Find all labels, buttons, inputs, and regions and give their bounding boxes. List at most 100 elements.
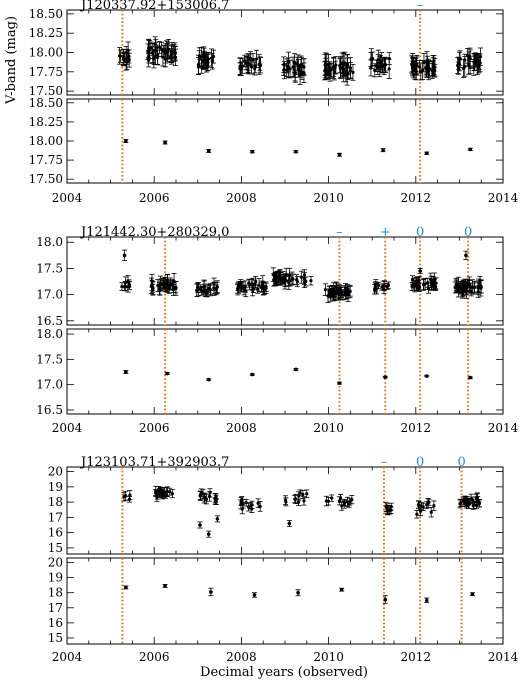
observation-point xyxy=(295,279,299,284)
observation-point xyxy=(127,497,132,501)
observation-point xyxy=(299,64,303,68)
observation-point xyxy=(214,498,218,502)
observation-point xyxy=(326,294,330,298)
observation-point xyxy=(170,492,174,496)
observation-point xyxy=(461,284,465,288)
observation-point xyxy=(151,51,155,55)
outlier-point xyxy=(287,521,292,526)
observation-point xyxy=(472,503,476,507)
observation-point xyxy=(200,289,204,293)
observation-point xyxy=(125,60,129,64)
upper-y-tick-label: 17.0 xyxy=(36,288,63,302)
binned-point xyxy=(424,598,429,603)
observation-point xyxy=(380,64,384,69)
observation-point xyxy=(350,498,354,502)
observation-point xyxy=(369,57,374,61)
x-tick-label: 2008 xyxy=(226,191,257,205)
x-tick-label: 2008 xyxy=(226,421,257,435)
observation-point xyxy=(378,65,382,69)
binned-point xyxy=(209,590,213,594)
observation-point xyxy=(297,494,301,498)
observation-point xyxy=(156,53,160,57)
binned-point xyxy=(470,592,475,597)
observation-point xyxy=(337,499,342,503)
observation-point xyxy=(256,501,260,505)
upper-y-tick-label: 17.5 xyxy=(36,261,63,275)
upper-y-tick-label: 15 xyxy=(48,541,63,555)
observation-point xyxy=(297,69,301,73)
observation-point xyxy=(369,66,373,70)
upper-y-tick-label: 18.00 xyxy=(29,46,63,60)
x-tick-label: 2004 xyxy=(52,191,83,205)
upper-y-tick-label: 17.75 xyxy=(29,65,63,79)
x-tick-label: 2004 xyxy=(52,421,83,435)
binned-point xyxy=(124,585,128,590)
observation-point xyxy=(467,500,471,504)
outlier-point xyxy=(418,269,422,273)
observation-point xyxy=(120,285,124,289)
observation-point xyxy=(301,492,305,497)
observation-point xyxy=(273,276,277,280)
observation-point xyxy=(426,66,430,70)
observation-point xyxy=(389,508,393,512)
epoch-marker-label: 0 xyxy=(464,225,472,240)
observation-point xyxy=(474,58,478,62)
observation-point xyxy=(293,71,297,76)
binned-point xyxy=(383,597,388,602)
observation-point xyxy=(302,65,306,69)
observation-point xyxy=(204,58,209,62)
observation-point xyxy=(168,490,172,494)
observation-point xyxy=(347,502,351,506)
observation-point xyxy=(421,505,425,509)
x-tick-label: 2006 xyxy=(139,191,170,205)
lower-y-tick-label: 18 xyxy=(48,586,63,600)
x-tick-label: 2010 xyxy=(313,421,344,435)
binned-point xyxy=(424,374,429,378)
observation-point xyxy=(261,286,265,290)
observation-point xyxy=(454,283,459,287)
outlier-point xyxy=(122,253,127,258)
observation-point xyxy=(157,45,162,50)
binned-point xyxy=(337,152,342,157)
upper-y-tick-label: 18.0 xyxy=(36,235,63,249)
observation-point xyxy=(467,63,471,67)
observation-point xyxy=(421,282,426,287)
x-tick-label: 2006 xyxy=(139,650,170,664)
binned-point xyxy=(206,377,211,382)
epoch-marker-label: – xyxy=(417,0,424,13)
panel-3: 2004 2006 2008 2010 2012 20142019181716152019… xyxy=(48,455,519,664)
observation-point xyxy=(326,69,330,73)
panel-1: 2004 2006 2008 2010 2012 2014 18.50 18.25 18.00 1… xyxy=(29,0,519,205)
observation-point xyxy=(214,288,218,292)
observation-point xyxy=(212,286,216,290)
observation-point xyxy=(416,502,420,507)
observation-point xyxy=(147,55,151,59)
observation-point xyxy=(411,65,415,69)
observation-point xyxy=(254,280,258,284)
binned-point xyxy=(163,140,167,145)
observation-point xyxy=(202,289,206,293)
observation-point xyxy=(334,63,338,67)
observation-point xyxy=(474,503,479,508)
upper-y-tick-label: 18.25 xyxy=(29,26,63,40)
observation-point xyxy=(258,63,263,67)
lower-y-tick-label: 17.0 xyxy=(36,378,63,392)
lower-y-tick-label: 18.25 xyxy=(29,115,63,129)
observation-point xyxy=(461,66,466,70)
binned-point xyxy=(296,590,300,595)
observation-point xyxy=(412,282,416,286)
observation-point xyxy=(419,509,423,513)
observation-point xyxy=(477,61,481,65)
x-axis-label: Decimal years (observed) xyxy=(200,665,368,680)
observation-point xyxy=(426,501,430,505)
observation-point xyxy=(285,68,289,72)
observation-point xyxy=(305,492,309,496)
observation-point xyxy=(351,70,355,74)
observation-point xyxy=(414,62,418,66)
observation-point xyxy=(253,66,257,71)
lower-y-tick-label: 17.50 xyxy=(29,172,63,186)
observation-point xyxy=(264,285,268,289)
observation-point xyxy=(334,289,338,293)
observation-point xyxy=(240,497,244,501)
